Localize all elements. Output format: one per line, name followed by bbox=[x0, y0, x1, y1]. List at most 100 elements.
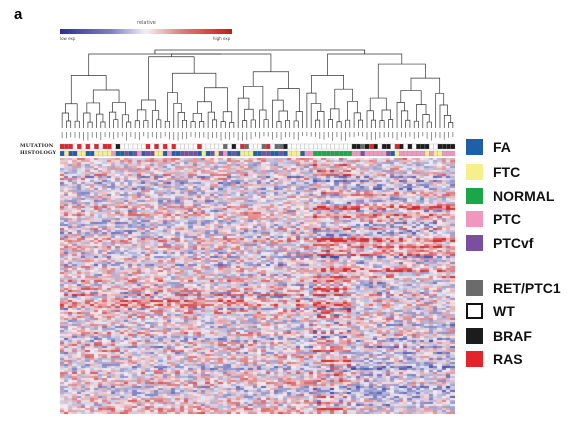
histology-track-cell bbox=[364, 150, 370, 157]
histology-track-cell bbox=[124, 150, 129, 157]
dendrogram-branch bbox=[396, 102, 405, 128]
legend-label: WT bbox=[493, 303, 515, 319]
mutation-track-cell bbox=[429, 143, 434, 150]
dendrogram-branch bbox=[295, 111, 303, 128]
dendrogram-branch bbox=[143, 120, 149, 128]
histology-track-cell bbox=[68, 150, 74, 157]
mutation-track-cell bbox=[441, 143, 447, 150]
mutation-track-cell bbox=[227, 143, 232, 150]
dendrogram-branch bbox=[435, 93, 445, 128]
histology-track-cell bbox=[107, 150, 112, 157]
dendrogram-branch bbox=[366, 110, 374, 128]
mutation-track-cell bbox=[150, 143, 155, 150]
mutation-track-cell bbox=[175, 143, 181, 150]
dendrogram-branch bbox=[65, 103, 78, 122]
mutation-track-cell bbox=[68, 143, 74, 150]
dendrogram-branch bbox=[410, 77, 441, 94]
histology-track-cell bbox=[283, 150, 288, 157]
dendrogram-branch bbox=[330, 108, 340, 122]
histology-track-cell bbox=[317, 150, 323, 157]
histology-track-cell bbox=[137, 150, 142, 157]
histology-track-cell bbox=[373, 150, 378, 157]
dendrogram-branch bbox=[204, 87, 228, 112]
histology-track-cell bbox=[403, 150, 408, 157]
dendrogram-branch bbox=[400, 90, 422, 105]
color-key-max-label: high exp bbox=[213, 36, 231, 41]
mutation-track-cell bbox=[167, 143, 172, 150]
legend-label: FTC bbox=[493, 164, 521, 180]
mutation-track-cell bbox=[399, 143, 404, 150]
histology-track-cell bbox=[150, 150, 155, 157]
histology-track-cell bbox=[171, 150, 177, 157]
histology-track-cell bbox=[141, 150, 147, 157]
mutation-track-cell bbox=[274, 143, 280, 150]
legend-item-ras: RAS bbox=[466, 351, 523, 367]
mutation-track-cell bbox=[119, 143, 125, 150]
histology-track-cell bbox=[175, 150, 181, 157]
mutation-track-cell bbox=[128, 143, 134, 150]
dendrogram-branch bbox=[272, 99, 284, 128]
histology-track-cell bbox=[313, 150, 318, 157]
legend-item-braf: BRAF bbox=[466, 328, 532, 344]
mutation-track-cell bbox=[59, 143, 65, 150]
histology-track-cell bbox=[351, 150, 357, 157]
dendrogram-branch bbox=[136, 109, 147, 121]
mutation-track-cell bbox=[360, 143, 365, 150]
mutation-track-cell bbox=[304, 143, 310, 150]
mutation-track-cell bbox=[403, 143, 408, 150]
histology-track-cell bbox=[437, 150, 443, 157]
histology-track-cell bbox=[441, 150, 447, 157]
mutation-track-cell bbox=[394, 143, 400, 150]
histology-track-cell bbox=[197, 150, 202, 157]
mutation-track-cell bbox=[291, 143, 297, 150]
histology-track-cell bbox=[158, 150, 164, 157]
dendrogram-branch bbox=[315, 119, 321, 128]
dendrogram-branch bbox=[83, 112, 91, 128]
dendrogram-branch bbox=[109, 111, 117, 128]
mutation-track-cell bbox=[244, 143, 250, 150]
histology-track-cell bbox=[240, 150, 245, 157]
mutation-track-cell bbox=[158, 143, 164, 150]
color-key-bar bbox=[60, 29, 232, 34]
mutation-track-cell bbox=[411, 143, 417, 150]
mutation-track-cell bbox=[192, 143, 198, 150]
legend-swatch bbox=[466, 351, 483, 367]
mutation-track-cell bbox=[214, 143, 220, 150]
histology-track-cell bbox=[235, 150, 241, 157]
histology-track-cell bbox=[394, 150, 400, 157]
histology-track-cell bbox=[94, 150, 99, 157]
histology-track-cell bbox=[85, 150, 91, 157]
mutation-track-cell bbox=[64, 143, 69, 150]
mutation-track-cell bbox=[154, 143, 159, 150]
legend-label: PTCvf bbox=[493, 235, 534, 251]
histology-track-cell bbox=[308, 150, 314, 157]
mutation-track-cell bbox=[171, 143, 177, 150]
dendrogram-branch bbox=[66, 120, 72, 128]
histology-track-cell bbox=[304, 150, 310, 157]
dendrogram-branch bbox=[151, 110, 160, 128]
mutation-track-cell bbox=[253, 143, 258, 150]
histology-track-cell bbox=[201, 150, 207, 157]
histology-track-cell bbox=[411, 150, 417, 157]
mutation-track-cell bbox=[180, 143, 185, 150]
histology-track-cell bbox=[390, 150, 396, 157]
dendrogram-branch bbox=[96, 113, 104, 128]
histology-track-cell bbox=[424, 150, 430, 157]
histology-track-cell bbox=[154, 150, 159, 157]
histology-track-cell bbox=[450, 150, 456, 157]
dendrogram-branch bbox=[88, 53, 222, 76]
legend-swatch bbox=[466, 235, 483, 251]
mutation-track-cell bbox=[433, 143, 438, 150]
histology-track-cell bbox=[295, 150, 301, 157]
mutation-track-cell bbox=[407, 143, 413, 150]
dendrogram-root bbox=[154, 49, 366, 54]
mutation-track-cell bbox=[94, 143, 99, 150]
histology-track-cell bbox=[429, 150, 434, 157]
mutation-track-cell bbox=[270, 143, 275, 150]
histology-track-cell bbox=[248, 150, 254, 157]
histology-track-cell bbox=[180, 150, 185, 157]
histology-track-cell bbox=[360, 150, 365, 157]
legend-swatch bbox=[466, 328, 483, 344]
legend-swatch bbox=[466, 139, 483, 155]
